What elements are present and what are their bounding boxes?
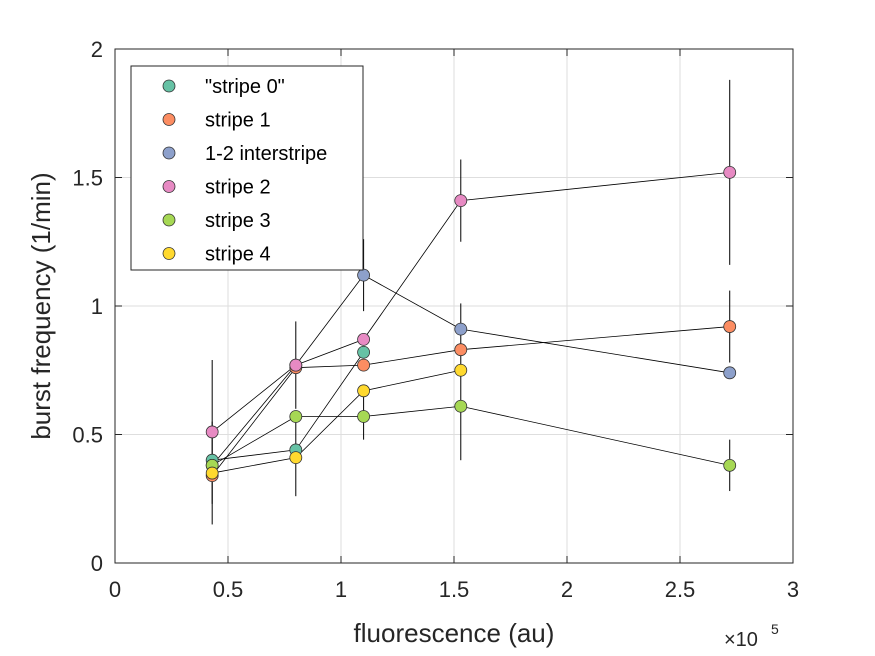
data-point	[454, 363, 468, 377]
data-point	[454, 194, 468, 208]
data-point	[357, 358, 371, 372]
data-point	[289, 358, 303, 372]
x-tick-label: 1	[335, 577, 347, 602]
legend-marker	[162, 146, 176, 160]
data-point	[289, 410, 303, 423]
legend-marker	[162, 213, 176, 227]
axis-ticks	[114, 48, 794, 564]
y-tick-label: 0.5	[72, 423, 103, 448]
legend-label: "stripe 0"	[205, 76, 285, 98]
x-exponent-base: ×10	[724, 629, 758, 651]
data-point	[723, 366, 737, 380]
data-point	[723, 458, 737, 472]
legend-marker	[162, 113, 176, 126]
x-tick-label: 2	[561, 577, 573, 602]
data-point	[205, 466, 219, 480]
y-tick-label: 2	[91, 37, 103, 62]
x-tick-label: 0.5	[213, 577, 244, 602]
legend-label: 1-2 interstripe	[205, 143, 327, 165]
data-point	[454, 322, 468, 336]
series-line	[212, 369, 461, 474]
data-point	[357, 268, 371, 282]
legend-label: stripe 3	[205, 210, 271, 232]
y-tick-label: 0	[91, 551, 103, 576]
data-point	[357, 410, 371, 423]
data-point	[454, 343, 468, 357]
x-tick-label: 0	[109, 577, 121, 602]
data-markers	[205, 165, 737, 483]
x-tick-label: 2.5	[665, 577, 696, 602]
x-axis-label: fluorescence (au)	[354, 618, 555, 648]
legend: "stripe 0" stripe 1 1-2 interstripe stripe …	[130, 65, 364, 271]
y-axis-label: burst frequency (1/min)	[26, 172, 56, 439]
data-point	[357, 345, 371, 359]
data-point	[357, 333, 371, 346]
x-exponent-power: 5	[771, 621, 779, 637]
legend-label: stripe 1	[205, 110, 271, 132]
x-tick-label: 3	[787, 577, 799, 602]
y-tick-label: 1.5	[72, 166, 103, 191]
y-tick-label: 1	[91, 294, 103, 319]
y-tick-labels: 0 0.5 1 1.5 2	[72, 37, 103, 576]
x-tick-labels: 0 0.5 1 1.5 2 2.5 3	[109, 577, 799, 602]
x-exponent: ×10 5	[724, 621, 779, 651]
data-point	[723, 320, 737, 333]
data-point	[357, 384, 371, 398]
legend-label: stripe 2	[205, 177, 271, 199]
legend-marker	[162, 180, 176, 193]
legend-marker	[162, 79, 176, 93]
legend-marker	[162, 247, 176, 260]
data-point	[723, 165, 737, 179]
data-point	[454, 399, 468, 413]
x-tick-label: 1.5	[439, 577, 470, 602]
legend-label: stripe 4	[205, 244, 271, 266]
data-point	[205, 425, 219, 439]
legend-box	[130, 65, 364, 271]
data-point	[289, 451, 303, 465]
